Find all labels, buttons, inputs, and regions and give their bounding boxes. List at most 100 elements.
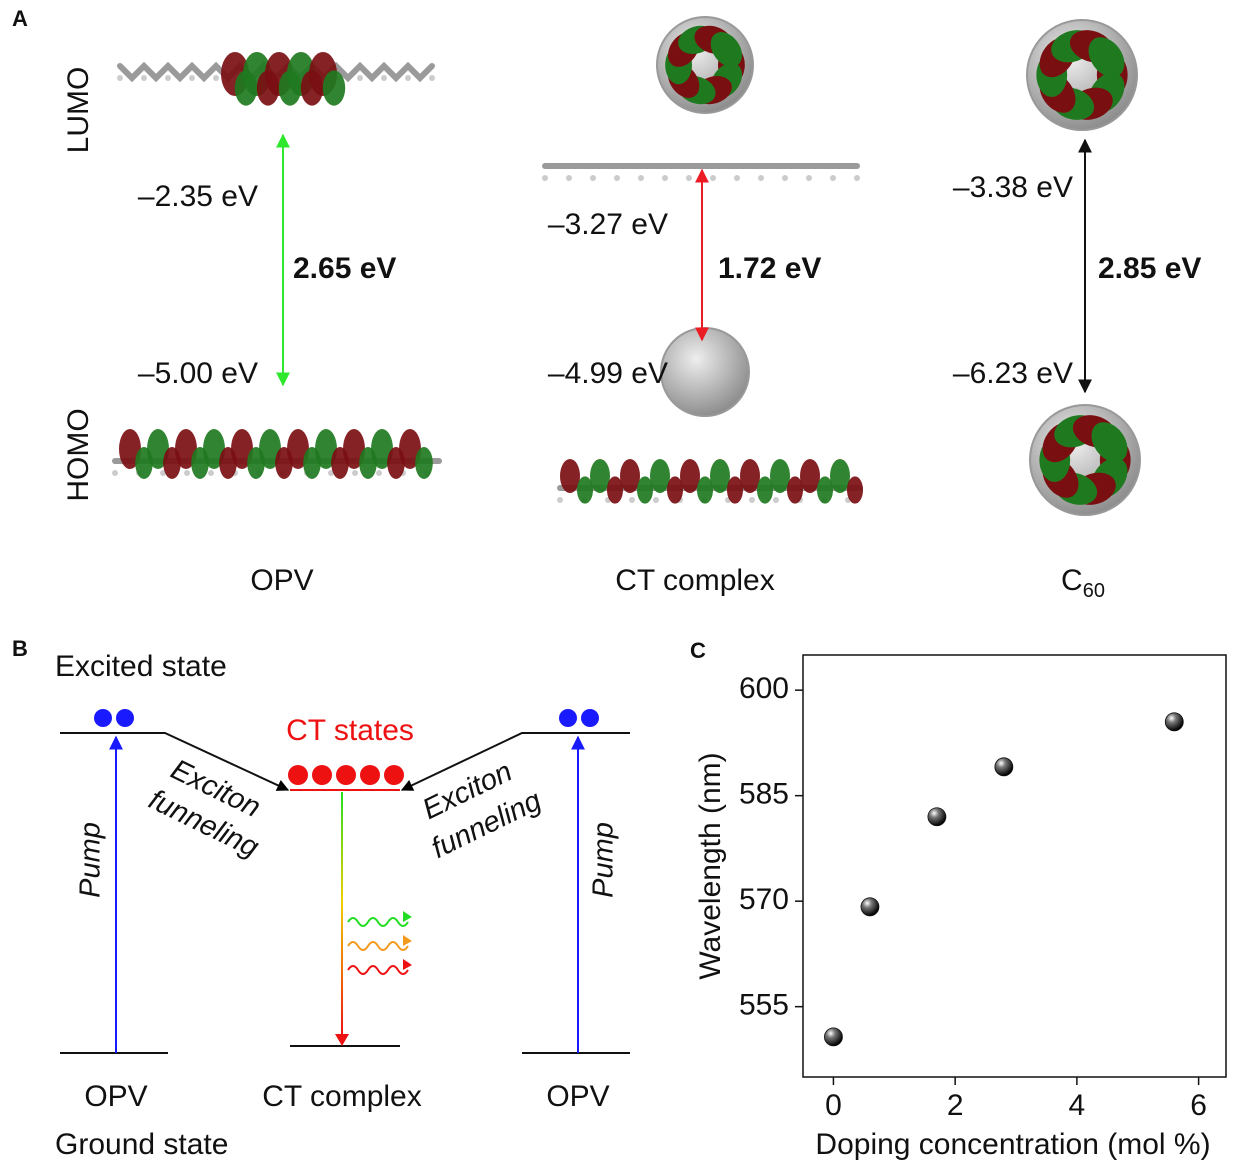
molecule-name: OPV: [250, 564, 313, 597]
atom: [184, 470, 190, 476]
photons: [348, 911, 412, 974]
data-point: [861, 898, 879, 916]
exciton: [336, 765, 356, 785]
molecule-name: C60: [1061, 564, 1105, 602]
plot-frame: [803, 655, 1226, 1077]
y-tick-label: 585: [739, 778, 789, 811]
atom: [734, 175, 740, 181]
atom: [429, 75, 435, 81]
atom: [782, 175, 788, 181]
emission-arrowhead: [335, 1034, 349, 1046]
photon-head: [403, 911, 412, 922]
exciton: [581, 709, 599, 727]
y-axis-title: Wavelength (nm): [694, 752, 727, 979]
atom: [117, 75, 123, 81]
lumo-energy: –3.27 eV: [548, 208, 668, 241]
ground-state-label: Ground state: [55, 1128, 228, 1161]
atom: [806, 175, 812, 181]
gap-energy: 1.72 eV: [718, 252, 821, 285]
x-tick-label: 0: [825, 1089, 842, 1122]
exciton: [116, 709, 134, 727]
orbital-lobe: [830, 459, 850, 493]
atom: [749, 497, 755, 503]
pump-label: Pump: [75, 822, 107, 898]
atom: [165, 75, 171, 81]
atom: [381, 75, 387, 81]
y-tick-label: 570: [739, 883, 789, 916]
orbital-lobe: [560, 459, 580, 493]
orbital-lobe: [415, 447, 433, 479]
atom: [710, 175, 716, 181]
fullerene: [661, 328, 749, 416]
atom: [686, 175, 692, 181]
name-base: C: [1061, 564, 1083, 597]
x-tick-label: 4: [1069, 1089, 1086, 1122]
atom: [830, 175, 836, 181]
orbital-lobe: [740, 459, 760, 493]
panel-label: B: [12, 636, 28, 661]
orbital-lobe: [323, 70, 345, 105]
excited-state-label: Excited state: [55, 650, 227, 683]
orbital-lobe: [847, 476, 863, 503]
molecule-name: CT complex: [615, 564, 775, 597]
state-label: OPV: [84, 1080, 147, 1113]
atom: [352, 470, 358, 476]
data-point: [1165, 713, 1183, 731]
atom: [758, 175, 764, 181]
photon: [348, 942, 408, 950]
orbital-lobe: [770, 459, 790, 493]
state-label: CT complex: [262, 1080, 422, 1113]
exciton: [559, 709, 577, 727]
atom: [566, 175, 572, 181]
y-tick-label: 600: [739, 672, 789, 705]
atom: [213, 75, 219, 81]
gap-energy: 2.65 eV: [293, 252, 396, 285]
atom: [590, 175, 596, 181]
homo-energy: –4.99 eV: [548, 357, 668, 390]
atom: [141, 75, 147, 81]
atom: [376, 470, 382, 476]
exciton: [384, 765, 404, 785]
funnel-path: [402, 733, 630, 790]
figure: A LUMO HOMO –2.35 eV –5.00 eV 2.65 eV OP…: [0, 0, 1240, 1166]
atom: [189, 75, 195, 81]
photon-head: [403, 935, 412, 946]
homo-energy: –5.00 eV: [138, 357, 258, 390]
pump-label: Pump: [588, 822, 620, 898]
atom: [638, 175, 644, 181]
atom: [208, 470, 214, 476]
name-subscript: 60: [1083, 580, 1105, 602]
orbital-lobe: [680, 459, 700, 493]
molecule-renderings: [112, 17, 1140, 515]
panel-label: A: [12, 6, 28, 31]
atom: [405, 75, 411, 81]
state-label: OPV: [546, 1080, 609, 1113]
ct-excitons: [288, 765, 404, 785]
x-tick-label: 2: [947, 1089, 964, 1122]
exciton: [288, 765, 308, 785]
atom: [357, 75, 363, 81]
atom: [773, 497, 779, 503]
x-axis-title: Doping concentration (mol %): [815, 1128, 1210, 1161]
lumo-energy: –2.35 eV: [138, 180, 258, 213]
orbital-lobe: [800, 459, 820, 493]
photon: [348, 918, 408, 926]
orbital-lobe: [710, 459, 730, 493]
exciton: [94, 709, 112, 727]
exciton: [312, 765, 332, 785]
ct-states-label: CT states: [286, 714, 414, 747]
data-point: [928, 808, 946, 826]
y-tick-label: 555: [739, 989, 789, 1022]
atom: [542, 175, 548, 181]
atom: [614, 175, 620, 181]
atom: [854, 175, 860, 181]
exciton: [360, 765, 380, 785]
orbital-lobe: [590, 459, 610, 493]
photon-head: [403, 959, 412, 970]
panel-label: C: [690, 638, 706, 663]
emission-arrow: [341, 792, 343, 1036]
x-tick-label: 6: [1190, 1089, 1207, 1122]
orbital-lobe: [650, 459, 670, 493]
gap-energy: 2.85 eV: [1098, 252, 1201, 285]
data-point: [995, 758, 1013, 776]
